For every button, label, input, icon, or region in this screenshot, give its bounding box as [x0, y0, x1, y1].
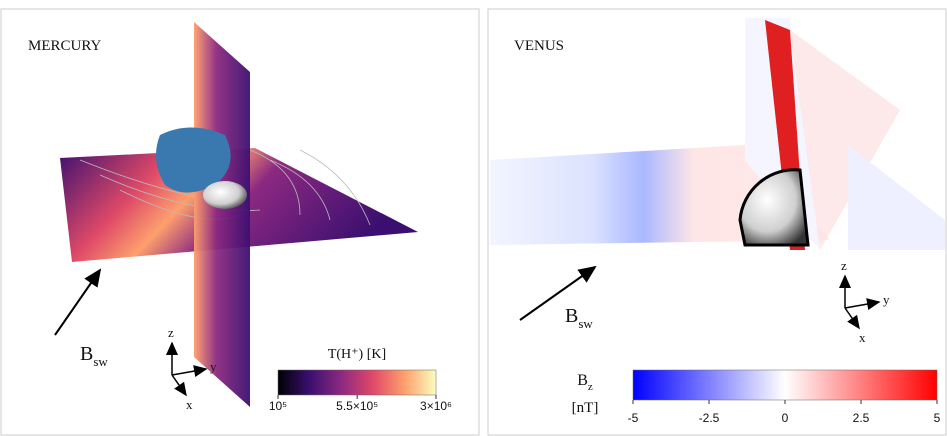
- bsw-sub: sw: [578, 316, 593, 331]
- colorbar-tick-label: 5: [934, 411, 941, 425]
- axis-y-label: y: [210, 359, 217, 374]
- colorbar-tick-label: 0: [782, 411, 789, 425]
- colorbar-unit: [nT]: [572, 400, 599, 416]
- colorbar-tick-label: -5: [628, 411, 639, 425]
- axis-x: [844, 307, 860, 330]
- panel-title: MERCURY: [28, 38, 102, 54]
- colorbar-tick-label: 5.5×10⁵: [336, 399, 378, 413]
- panel-title: VENUS: [514, 38, 564, 54]
- panel-frame: [487, 8, 947, 436]
- venus-render: [490, 18, 945, 250]
- mercury-render: [60, 22, 418, 407]
- axis-z-label: z: [168, 325, 174, 340]
- axis-y: [844, 298, 881, 310]
- colorbar: [632, 369, 938, 401]
- colorbar-label: T(H⁺) [K]: [328, 347, 386, 362]
- bsw-arrow: [54, 268, 102, 336]
- colorbar-tick-label: -2.5: [699, 411, 720, 425]
- bsw-sub: sw: [93, 354, 108, 369]
- colorbar-label: Bz: [577, 372, 593, 393]
- axis-y-label: y: [883, 292, 890, 307]
- axis-z-label: z: [841, 258, 847, 273]
- panel-frame: [0, 8, 480, 436]
- axis-x-label: x: [186, 397, 193, 412]
- bsw-arrow: [519, 265, 597, 321]
- colorbar-label-sub: z: [588, 381, 593, 393]
- axis-x-label: x: [859, 330, 866, 345]
- axis-x: [171, 374, 187, 397]
- bsw-main: B: [80, 343, 93, 365]
- colorbar: [277, 369, 437, 396]
- bsw-main: B: [565, 305, 578, 327]
- bsw-label: Bsw: [565, 305, 593, 331]
- axis-y: [171, 365, 208, 377]
- colorbar-tick-label: 2.5: [853, 411, 870, 425]
- bsw-label: Bsw: [80, 343, 108, 369]
- colorbar-tick-label: 3×10⁶: [420, 399, 452, 413]
- colorbar-label-main: B: [577, 372, 588, 389]
- colorbar-tick-label: 10⁵: [269, 399, 287, 413]
